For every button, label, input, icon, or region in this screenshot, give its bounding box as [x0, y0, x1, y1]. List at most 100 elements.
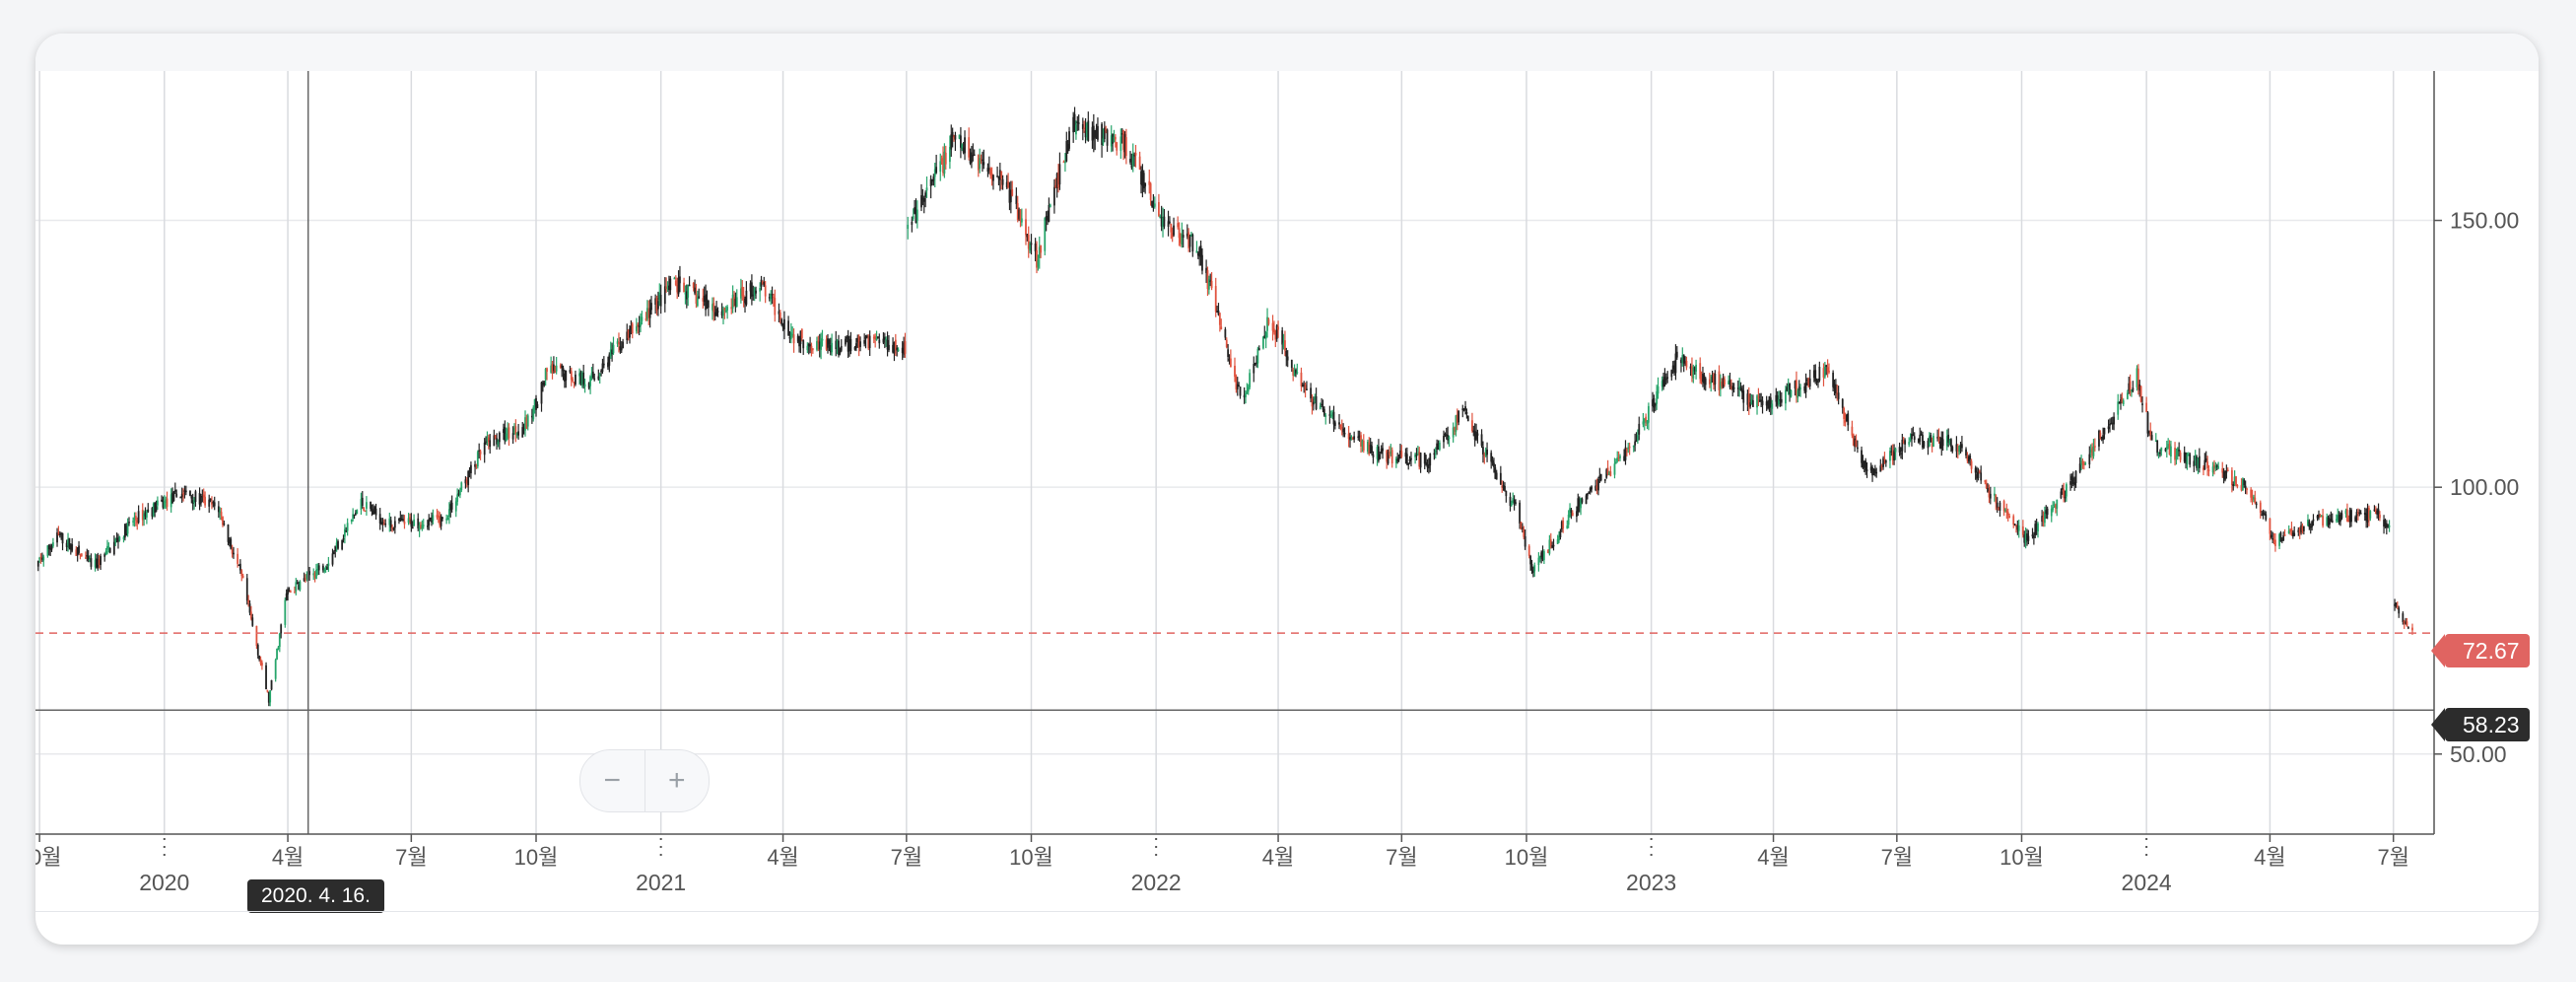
candle-body — [117, 539, 119, 542]
candle-body — [2376, 510, 2379, 515]
candle-body — [1869, 466, 1872, 471]
candle-body — [1646, 420, 1649, 424]
candle-body — [828, 339, 831, 345]
candle-body — [2027, 535, 2030, 541]
candle-body — [1882, 457, 1884, 467]
candle-body — [470, 464, 472, 473]
candle-body — [944, 152, 947, 165]
candle-body — [706, 299, 709, 309]
candle-body — [326, 566, 328, 570]
candle-body — [739, 288, 742, 299]
candle-body — [1864, 460, 1867, 471]
candle-body — [200, 496, 202, 504]
candle-body — [1571, 512, 1574, 517]
candle-body — [950, 134, 953, 150]
candle-body — [980, 159, 983, 162]
candle-body — [392, 527, 395, 530]
candle-body — [565, 371, 568, 381]
candle-body — [635, 325, 638, 332]
candle-body — [346, 523, 349, 531]
candle-body — [410, 519, 413, 527]
candle-body — [107, 546, 110, 548]
candle-body — [108, 547, 111, 553]
candle-body — [432, 515, 435, 522]
candle-body — [1836, 392, 1839, 395]
candle-body — [1367, 442, 1369, 453]
candle-body — [1857, 447, 1859, 450]
candle-body — [1277, 326, 1279, 330]
candle-body — [436, 515, 439, 518]
candle-body — [1552, 544, 1555, 547]
candle-body — [1407, 462, 1410, 465]
candle-body — [1729, 380, 1731, 387]
zoom-out-button[interactable]: − — [603, 764, 622, 797]
candle-body — [115, 537, 118, 540]
candle-body — [763, 282, 766, 287]
candle-body — [1016, 203, 1019, 220]
candle-body — [2355, 512, 2358, 517]
candle-body — [418, 525, 421, 530]
candle-body — [1454, 427, 1456, 431]
candle-body — [1077, 122, 1080, 124]
candle-body — [987, 168, 990, 171]
candle-body — [2197, 457, 2200, 468]
candle-body — [912, 216, 915, 220]
candle-body — [2250, 489, 2253, 498]
candle-body — [983, 162, 985, 166]
candle-body — [924, 192, 927, 197]
candle-body — [343, 528, 346, 537]
candle-body — [1789, 383, 1791, 395]
candle-body — [1970, 460, 1973, 469]
candle-body — [175, 493, 178, 497]
candle-body — [183, 490, 186, 493]
candlestick-chart[interactable]: 50.00 100.00 150.00 10월 4월 7월 10월 4월 7월 10월 4월 7월 10… — [35, 34, 2539, 945]
candle-body — [1141, 170, 1144, 186]
candle-body — [583, 384, 586, 387]
candle-body — [496, 438, 498, 445]
candle-body — [507, 429, 508, 435]
candle-body — [287, 589, 289, 595]
candle-body — [1570, 509, 1573, 514]
candle-body — [1661, 381, 1663, 387]
candle-body — [123, 524, 126, 538]
candle-body — [2327, 517, 2330, 526]
candle-body — [726, 307, 729, 311]
candle-body — [1038, 246, 1041, 258]
candle-body — [128, 522, 130, 524]
bottom-divider — [35, 911, 2539, 912]
candle-body — [1304, 385, 1307, 389]
candle-body — [478, 450, 481, 453]
candle-body — [868, 335, 871, 348]
candle-body — [2107, 426, 2110, 430]
candle-body — [570, 371, 573, 381]
candle-body — [593, 378, 596, 381]
candle-body — [227, 525, 230, 542]
candle-body — [323, 570, 326, 572]
candle-body — [2363, 513, 2366, 515]
candle-body — [1900, 453, 1902, 455]
candle-body — [2396, 605, 2399, 607]
candle-body — [1057, 173, 1059, 188]
candle-body — [1599, 473, 1602, 481]
candle-body — [384, 523, 387, 526]
candle-body — [266, 690, 269, 692]
candle-body — [1119, 136, 1122, 151]
candle-body — [251, 617, 254, 626]
candle-body — [151, 508, 154, 517]
candle-body — [505, 433, 508, 442]
candle-body — [1786, 386, 1789, 391]
candle-body — [1310, 387, 1312, 399]
candle-body — [1263, 335, 1266, 339]
candle-body — [892, 344, 894, 353]
candle-body — [2126, 392, 2129, 399]
candle-body — [1865, 469, 1868, 471]
candle-body — [1580, 498, 1582, 509]
candle-body — [2377, 509, 2380, 515]
candle-body — [878, 339, 881, 344]
candle-body — [1825, 365, 1828, 367]
candle-body — [165, 499, 168, 504]
candle-body — [2164, 449, 2167, 452]
zoom-in-button[interactable]: + — [667, 764, 686, 797]
candle-body — [1229, 358, 1232, 368]
candle-body — [182, 493, 184, 495]
